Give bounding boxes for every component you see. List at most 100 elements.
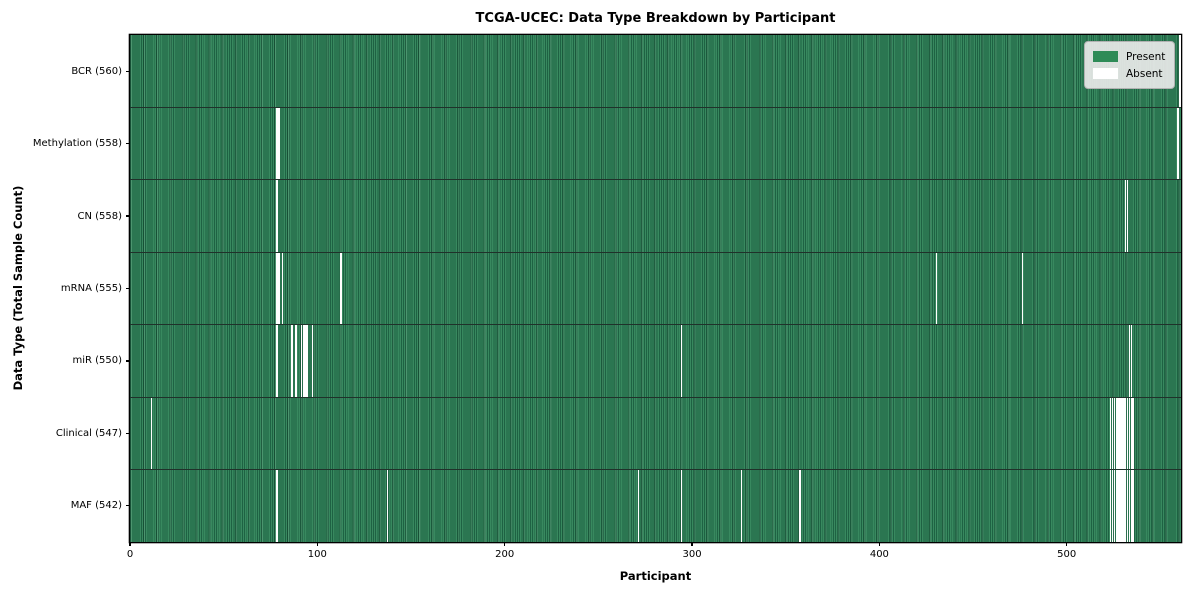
absent-column [1117, 470, 1119, 542]
x-tick-label: 0 [126, 549, 134, 560]
row-separator [130, 324, 1181, 326]
absent-column [1113, 397, 1116, 469]
absent-column [1113, 470, 1116, 542]
absent-column [1124, 397, 1127, 469]
legend-item-present: Present [1093, 48, 1166, 65]
row-separator [130, 469, 1181, 471]
y-tick-mark [125, 432, 130, 434]
x-tick-label: 200 [495, 549, 515, 560]
absent-column [276, 252, 278, 325]
absent-column [740, 470, 743, 542]
absent-column [1109, 397, 1112, 469]
absent-column [386, 470, 389, 542]
absent-column [680, 470, 683, 542]
y-tick-mark [125, 287, 130, 290]
absent-column [1130, 470, 1133, 542]
absent-column [637, 470, 640, 542]
absent-column [300, 325, 303, 397]
absent-column [1132, 397, 1134, 469]
legend-item-absent: Absent [1093, 65, 1166, 82]
absent-column [1119, 470, 1121, 542]
y-tick-label-methylation: Methylation (558) [32, 138, 122, 150]
absent-column [1021, 252, 1024, 325]
absent-column [1121, 470, 1123, 542]
absent-column [1130, 325, 1133, 397]
absent-column [1115, 470, 1118, 542]
x-tick-label: 100 [307, 549, 327, 560]
x-tick-label: 500 [1057, 549, 1077, 560]
absent-column [1126, 397, 1129, 469]
absent-column [1121, 397, 1123, 469]
absent-column [1132, 470, 1134, 542]
present-swatch-icon [1093, 51, 1118, 62]
absent-column [304, 325, 306, 397]
absent-column [1117, 397, 1119, 469]
x-tick-label: 300 [682, 549, 702, 560]
absent-column [1126, 180, 1129, 252]
absent-column [150, 397, 153, 469]
absent-column [1111, 397, 1114, 469]
chart-title: TCGA-UCEC: Data Type Breakdown by Partic… [475, 11, 836, 26]
absent-column [276, 180, 278, 252]
absent-column [1179, 35, 1181, 107]
x-tick-mark [316, 542, 318, 547]
x-tick-mark [878, 542, 880, 547]
absent-column [276, 108, 278, 180]
y-tick-label-mrna: mRNA (555) [60, 283, 122, 294]
absent-column [935, 252, 938, 325]
y-tick-label-mir: miR (550) [72, 355, 122, 367]
y-tick-mark [125, 505, 130, 507]
absent-column [1128, 470, 1131, 542]
absent-column [1115, 397, 1118, 469]
absent-column [1123, 470, 1125, 542]
y-tick-label-clinical: Clinical (547) [55, 427, 122, 439]
y-tick-mark [125, 143, 130, 145]
x-tick-mark [129, 542, 131, 547]
x-tick-label: 400 [869, 549, 889, 560]
absent-column [1128, 325, 1131, 397]
absent-column [339, 252, 342, 325]
absent-column [1126, 470, 1129, 542]
absent-column [1124, 180, 1127, 252]
row-separator [130, 251, 1181, 253]
row-separator [130, 106, 1181, 108]
absent-column [302, 325, 305, 397]
absent-swatch-icon [1093, 68, 1118, 79]
absent-column [278, 252, 280, 325]
y-tick-mark [125, 215, 130, 217]
absent-column [1123, 397, 1125, 469]
absent-column [1119, 397, 1121, 469]
absent-column [1130, 397, 1133, 469]
absent-column [1177, 108, 1179, 180]
absent-column [276, 470, 278, 542]
x-tick-mark [1066, 542, 1068, 547]
absent-column [1111, 470, 1114, 542]
x-axis-label: Participant [619, 569, 692, 583]
plot-area [130, 35, 1181, 542]
y-tick-mark [125, 70, 130, 72]
legend: Present Absent [1084, 41, 1175, 89]
y-tick-label-cn: CN (558) [77, 210, 122, 222]
legend-label-absent: Absent [1126, 67, 1163, 80]
absent-column [1124, 470, 1127, 542]
absent-column [798, 470, 801, 542]
row-separator [130, 396, 1181, 398]
y-tick-label-bcr: BCR (560) [71, 65, 122, 77]
absent-column [680, 325, 683, 397]
y-tick-label-maf: MAF (542) [70, 500, 122, 512]
absent-column [311, 325, 314, 397]
absent-column [281, 252, 284, 325]
absent-column [1128, 397, 1131, 469]
x-tick-mark [504, 542, 506, 547]
row-separator [130, 179, 1181, 181]
y-tick-mark [125, 360, 130, 362]
absent-column [278, 108, 280, 180]
absent-column [295, 325, 297, 397]
absent-column [306, 325, 308, 397]
x-tick-mark [691, 542, 693, 547]
legend-label-present: Present [1126, 50, 1166, 63]
absent-column [276, 325, 278, 397]
absent-column [1109, 470, 1112, 542]
absent-column [291, 325, 293, 397]
